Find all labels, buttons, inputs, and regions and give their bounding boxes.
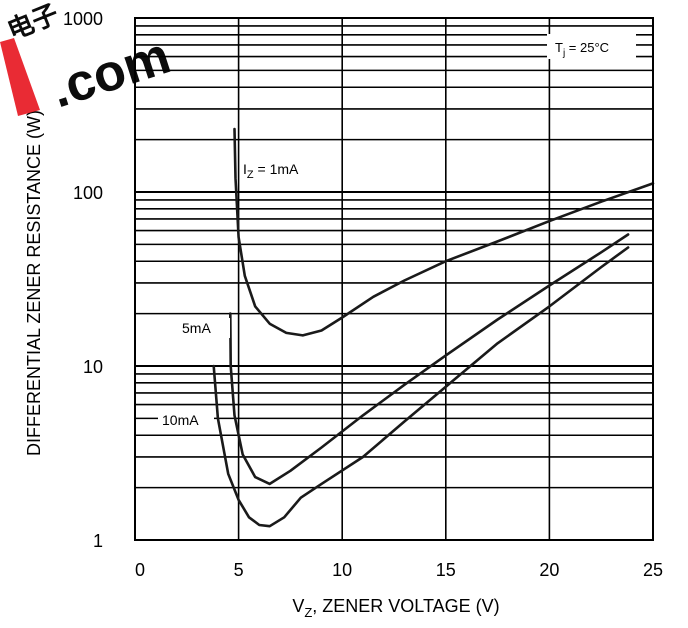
x-tick-label: 5 [234,560,244,580]
condition-box: Tj = 25°C [547,34,636,59]
x-tick-label: 20 [539,560,559,580]
y-axis-title: DIFFERENTIAL ZENER RESISTANCE (W) [24,110,44,456]
series-label-5ma: 5mA [176,318,230,338]
tick-labels: 0 5 10 15 20 25 1 10 100 1000 [63,9,663,580]
series-label-text-1ma: IZ = 1mA [243,161,299,181]
series-line-0 [233,127,655,337]
x-tick-label: 10 [332,560,352,580]
plot-border [134,17,654,541]
condition-label: Tj = 25°C [555,40,609,59]
series-label-text-5ma: 5mA [182,320,211,336]
watermark-shape [0,38,40,116]
x-tick-label: 25 [643,560,663,580]
x-tick-label: 0 [135,560,145,580]
series-line-2 [212,246,630,528]
x-tick-label: 15 [436,560,456,580]
grid-lines [135,18,653,540]
y-tick-label: 1000 [63,9,103,29]
series-line-1 [229,233,630,486]
plot-frame [134,17,654,541]
x-axis-title: VZ, ZENER VOLTAGE (V) [292,596,499,620]
curves [212,127,655,528]
y-tick-label: 100 [73,183,103,203]
series-label-text-10ma: 10mA [162,412,199,428]
series-label-10ma: 10mA [158,410,214,430]
y-tick-label: 1 [93,531,103,551]
y-tick-label: 10 [83,357,103,377]
watermark-text: .com [44,27,177,120]
series-label-1ma: IZ = 1mA [240,156,314,181]
